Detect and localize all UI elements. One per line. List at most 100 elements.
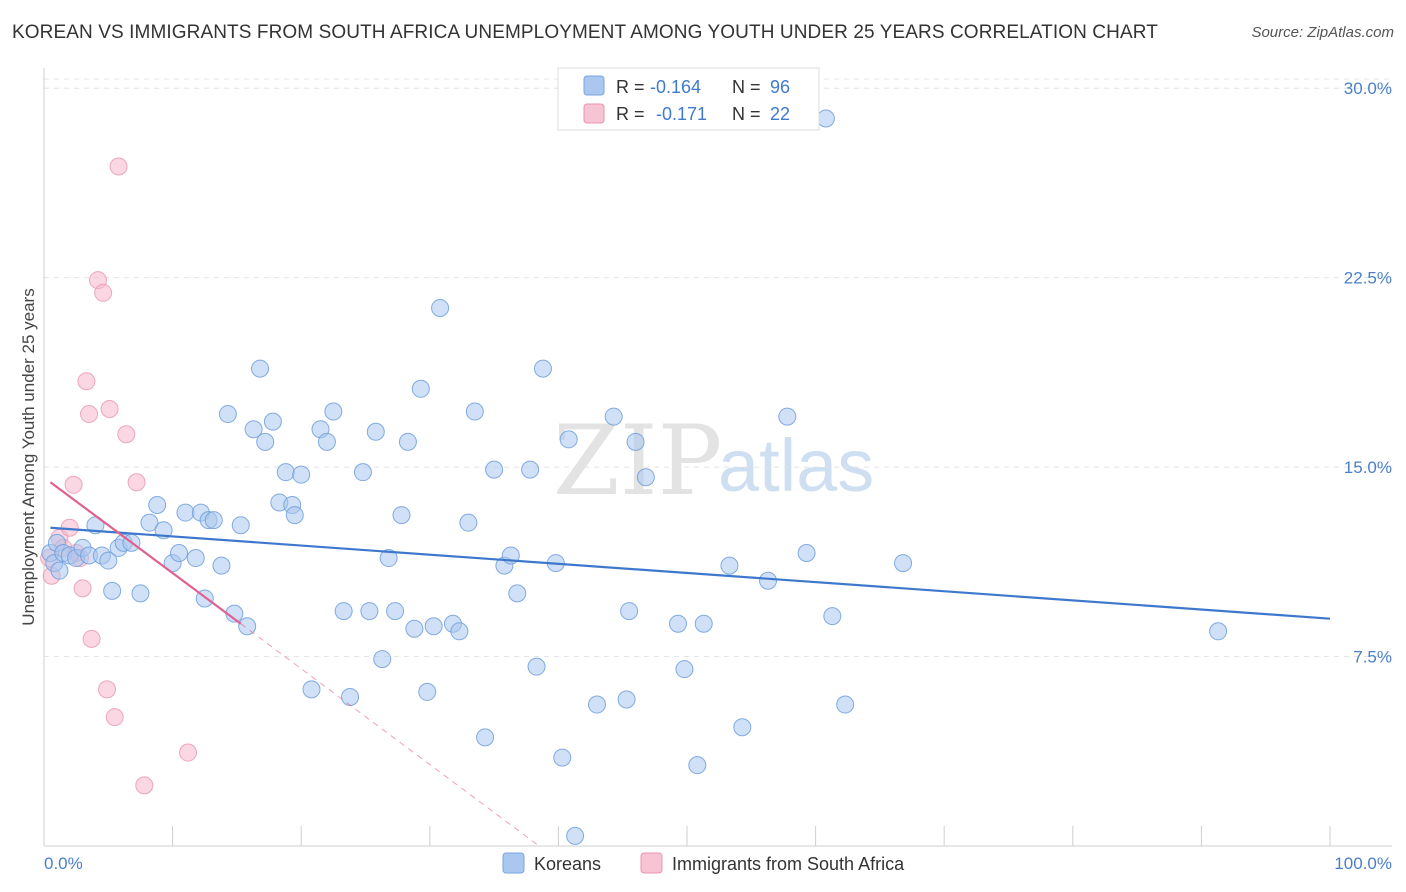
trend-lines	[49, 481, 1331, 847]
koreans-point-69	[508, 584, 527, 603]
koreans-point-32	[238, 617, 257, 636]
koreans-point-79	[617, 690, 636, 709]
koreans-point-85	[688, 756, 707, 775]
immigrants-point-14	[100, 400, 119, 419]
immigrants-point-10	[82, 629, 101, 648]
legend-koreans-r-label: R =	[616, 77, 645, 97]
bottom-legend-koreans-swatch	[502, 852, 525, 874]
koreans-point-35	[256, 432, 275, 451]
y-tick-label-3: 30.0%	[1344, 79, 1392, 98]
gridlines	[44, 78, 1392, 658]
koreans-point-52	[379, 549, 398, 568]
immigrants-trend-extension	[240, 623, 540, 847]
koreans-point-82	[636, 468, 655, 487]
bottom-legend: Koreans Immigrants from South Africa	[502, 852, 905, 874]
koreans-point-88	[733, 718, 752, 737]
immigrants-point-19	[127, 473, 146, 492]
koreans-point-11	[99, 551, 118, 570]
koreans-point-70	[521, 460, 540, 479]
koreans-point-95	[1209, 622, 1228, 641]
koreans-point-27	[204, 511, 223, 530]
chart-title: KOREAN VS IMMIGRANTS FROM SOUTH AFRICA U…	[12, 22, 1158, 43]
immigrants-point-18	[117, 425, 136, 444]
koreans-point-33	[244, 420, 263, 439]
koreans-point-47	[341, 687, 360, 706]
koreans-point-51	[373, 650, 392, 669]
immigrants-point-9	[77, 372, 96, 391]
koreans-point-48	[353, 463, 372, 482]
koreans-point-63	[459, 513, 478, 532]
koreans-point-21	[170, 543, 189, 562]
koreans-point-65	[476, 728, 495, 747]
koreans-point-91	[797, 543, 816, 562]
koreans-point-89	[759, 571, 778, 590]
x-tick-label-min: 0.0%	[44, 854, 83, 873]
legend-koreans-n-value: 96	[770, 77, 790, 97]
immigrants-point-16	[105, 708, 124, 727]
koreans-point-90	[778, 407, 797, 426]
koreans-point-23	[186, 549, 205, 568]
koreans-point-45	[324, 402, 343, 421]
x-ticks	[43, 826, 1331, 846]
koreans-point-93	[836, 695, 855, 714]
legend-immigrants-swatch	[583, 103, 605, 124]
legend-koreans-n-label: N =	[732, 77, 761, 97]
koreans-point-42	[302, 680, 321, 699]
koreans-point-72	[533, 359, 552, 378]
immigrants-point-7	[64, 475, 83, 494]
koreans-point-81	[626, 432, 645, 451]
legend-koreans-r-value: -0.164	[650, 77, 701, 97]
koreans-point-74	[553, 748, 572, 767]
koreans-point-62	[450, 622, 469, 641]
y-tick-label-1: 15.0%	[1344, 458, 1392, 477]
koreans-point-16	[131, 584, 150, 603]
y-axis-label: Unemployment Among Youth under 25 years	[19, 288, 38, 625]
koreans-point-54	[392, 506, 411, 525]
koreans-point-41	[292, 465, 311, 484]
legend-immigrants-n-label: N =	[732, 104, 761, 124]
koreans-point-56	[405, 619, 424, 638]
koreans-point-53	[386, 602, 405, 621]
koreans-point-80	[620, 602, 639, 621]
legend-immigrants-r-value: -0.171	[656, 104, 707, 124]
koreans-point-34	[251, 359, 270, 378]
immigrants-trend-line	[49, 481, 242, 625]
koreans-point-12	[103, 581, 122, 600]
koreans-point-18	[148, 495, 167, 514]
axes	[43, 68, 1392, 847]
bottom-legend-immigrants-swatch	[640, 852, 663, 874]
bottom-legend-immigrants-label: Immigrants from South Africa	[672, 854, 905, 874]
koreans-point-76	[566, 826, 585, 845]
legend-immigrants-r-label: R =	[616, 104, 645, 124]
series-koreans-points	[41, 109, 1228, 845]
y-tick-label-2: 22.5%	[1344, 269, 1392, 288]
koreans-point-78	[604, 407, 623, 426]
series-immigrants-points	[40, 157, 198, 795]
koreans-point-28	[212, 556, 231, 575]
koreans-point-71	[527, 657, 546, 676]
immigrants-point-15	[80, 405, 99, 424]
chart-source: Source: ZipAtlas.com	[1251, 24, 1394, 41]
koreans-point-36	[263, 412, 282, 431]
koreans-point-3	[50, 561, 69, 580]
koreans-point-40	[285, 506, 304, 525]
immigrants-point-21	[179, 743, 198, 762]
watermark-zip: ZIP	[553, 405, 722, 517]
koreans-point-46	[334, 602, 353, 621]
koreans-point-83	[668, 614, 687, 633]
koreans-point-17	[140, 513, 159, 532]
immigrants-point-20	[135, 776, 154, 795]
koreans-point-77	[587, 695, 606, 714]
immigrants-point-12	[94, 283, 113, 302]
watermark-atlas: atlas	[718, 424, 874, 507]
koreans-point-75	[559, 430, 578, 449]
top-legend: R = -0.164 N = 96 R = -0.171 N = 22	[557, 67, 820, 131]
legend-koreans-swatch	[583, 75, 605, 96]
koreans-point-87	[720, 556, 739, 575]
koreans-point-59	[424, 617, 443, 636]
koreans-point-96	[816, 109, 835, 128]
koreans-point-84	[675, 660, 694, 679]
koreans-point-58	[418, 682, 437, 701]
y-tick-label-0: 7.5%	[1353, 648, 1392, 667]
